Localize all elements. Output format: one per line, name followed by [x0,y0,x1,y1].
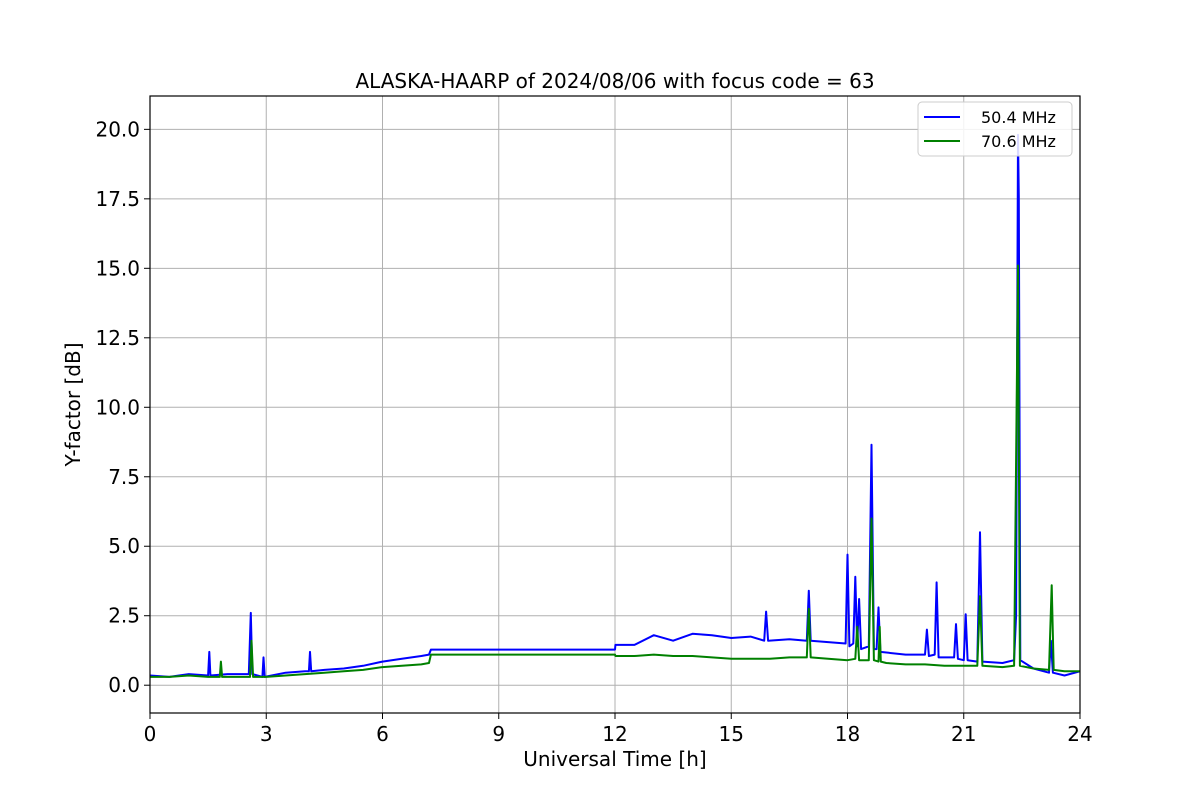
y-tick-label: 7.5 [108,465,140,489]
y-tick-label: 17.5 [95,187,140,211]
x-tick-label: 21 [951,722,976,746]
y-tick-label: 12.5 [95,326,140,350]
y-tick-label: 20.0 [95,117,140,141]
x-tick-label: 0 [144,722,157,746]
x-tick-label: 3 [260,722,273,746]
x-tick-label: 18 [835,722,860,746]
legend-label-1: 50.4 MHz [981,108,1056,127]
y-tick-label: 10.0 [95,395,140,419]
legend-box [917,101,1073,157]
x-tick-label: 24 [1067,722,1092,746]
x-axis: 0 3 6 9 12 15 18 21 24 [144,713,1093,746]
x-tick-label: 15 [719,722,744,746]
x-tick-label: 12 [602,722,627,746]
x-axis-label: Universal Time [h] [523,747,706,771]
series-layer [149,133,1081,678]
y-axis: 0.0 2.5 5.0 7.5 10.0 12.5 15.0 17.5 20.0 [95,117,150,697]
y-tick-label: 5.0 [108,534,140,558]
legend: 50.4 MHz 70.6 MHz [917,101,1073,157]
y-tick-label: 15.0 [95,256,140,280]
y-tick-label: 0.0 [108,673,140,697]
x-tick-label: 9 [492,722,505,746]
x-tick-label: 6 [376,722,389,746]
y-axis-label: Y-factor [dB] [61,342,85,467]
chart-title: ALASKA-HAARP of 2024/08/06 with focus co… [355,69,874,93]
legend-label-2: 70.6 MHz [981,132,1056,151]
y-tick-label: 2.5 [108,604,140,628]
series-line-2 [150,264,1080,678]
